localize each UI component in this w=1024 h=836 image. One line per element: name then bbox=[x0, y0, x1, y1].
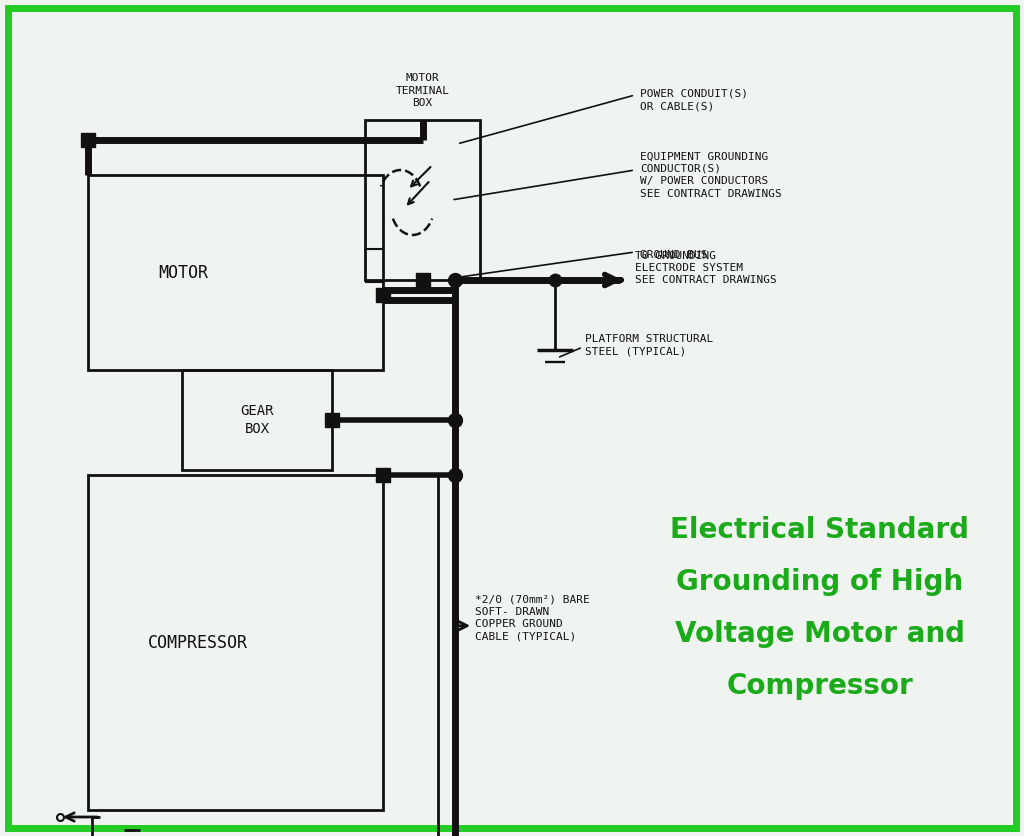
Text: PLATFORM STRUCTURAL
STEEL (TYPICAL): PLATFORM STRUCTURAL STEEL (TYPICAL) bbox=[585, 334, 714, 356]
FancyBboxPatch shape bbox=[8, 8, 1016, 828]
Text: COMPRESSOR: COMPRESSOR bbox=[148, 634, 248, 651]
Text: Compressor: Compressor bbox=[727, 672, 913, 700]
Text: GROUND BUS: GROUND BUS bbox=[640, 250, 708, 260]
Bar bbox=[365, 120, 480, 280]
Text: MOTOR
TERMINAL
BOX: MOTOR TERMINAL BOX bbox=[395, 74, 450, 108]
Text: Voltage Motor and: Voltage Motor and bbox=[675, 620, 965, 648]
Text: *2/0 (70mm²) BARE
SOFT- DRAWN
COPPER GROUND
CABLE (TYPICAL): *2/0 (70mm²) BARE SOFT- DRAWN COPPER GRO… bbox=[475, 594, 590, 641]
Text: MOTOR: MOTOR bbox=[158, 263, 208, 282]
Text: TO GROUNDING
ELECTRODE SYSTEM
SEE CONTRACT DRAWINGS: TO GROUNDING ELECTRODE SYSTEM SEE CONTRA… bbox=[635, 251, 777, 285]
Bar bbox=[88, 475, 383, 810]
Text: POWER CONDUIT(S)
OR CABLE(S): POWER CONDUIT(S) OR CABLE(S) bbox=[640, 89, 748, 111]
Text: EQUIPMENT GROUNDING
CONDUCTOR(S)
W/ POWER CONDUCTORS
SEE CONTRACT DRAWINGS: EQUIPMENT GROUNDING CONDUCTOR(S) W/ POWE… bbox=[640, 151, 781, 199]
Text: Grounding of High: Grounding of High bbox=[677, 568, 964, 596]
Text: Electrical Standard: Electrical Standard bbox=[671, 516, 970, 544]
Bar bbox=[88, 175, 383, 370]
Bar bbox=[182, 370, 332, 470]
Text: GEAR
BOX: GEAR BOX bbox=[241, 405, 273, 436]
